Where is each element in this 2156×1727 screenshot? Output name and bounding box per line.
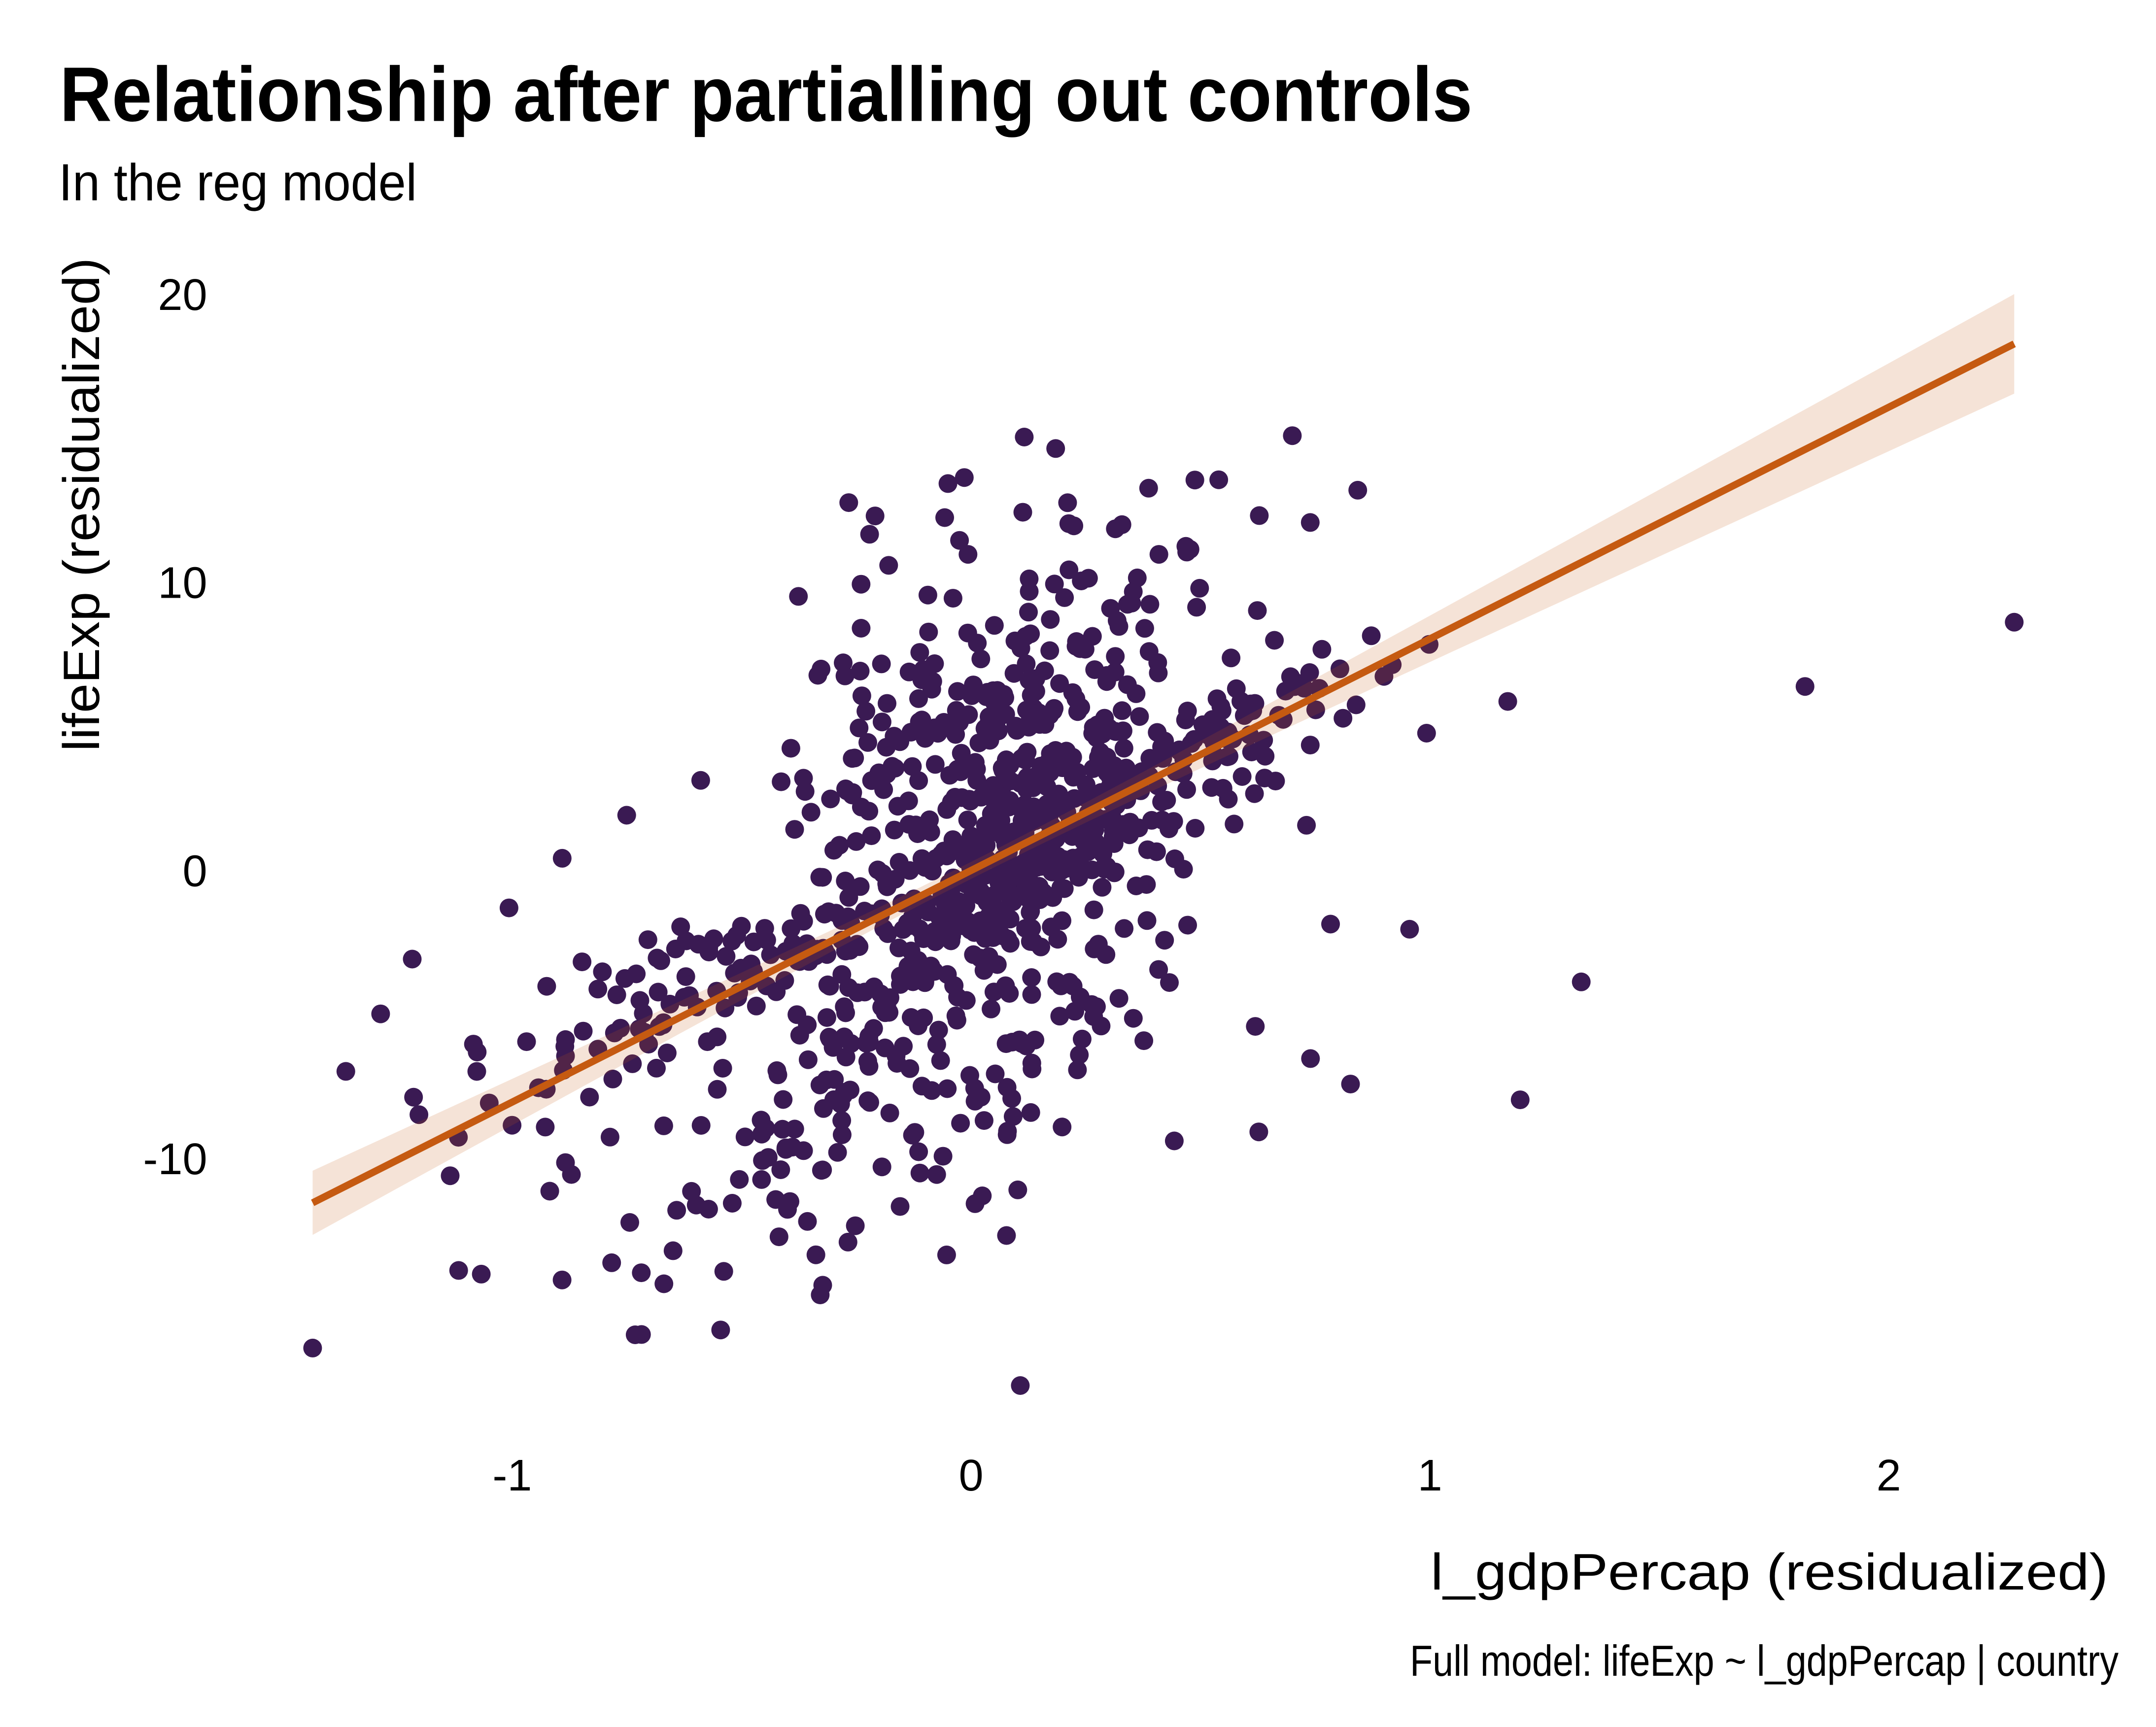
svg-text:lifeExp (residualized): lifeExp (residualized) bbox=[53, 258, 110, 751]
svg-text:0: 0 bbox=[182, 847, 207, 896]
svg-text:-1: -1 bbox=[492, 1451, 532, 1500]
svg-text:2: 2 bbox=[1877, 1451, 1901, 1500]
svg-text:0: 0 bbox=[958, 1451, 983, 1500]
svg-text:-10: -10 bbox=[143, 1135, 207, 1184]
svg-text:Full model: lifeExp ~ l_gdpPer: Full model: lifeExp ~ l_gdpPercap | coun… bbox=[1410, 1636, 2119, 1685]
svg-text:Relationship after partialling: Relationship after partialling out contr… bbox=[60, 52, 1472, 138]
svg-text:20: 20 bbox=[158, 271, 207, 320]
svg-text:1: 1 bbox=[1418, 1451, 1442, 1500]
svg-text:10: 10 bbox=[158, 559, 207, 608]
svg-text:In the reg model: In the reg model bbox=[59, 154, 417, 212]
svg-text:l_gdpPercap (residualized): l_gdpPercap (residualized) bbox=[1431, 1544, 2108, 1601]
